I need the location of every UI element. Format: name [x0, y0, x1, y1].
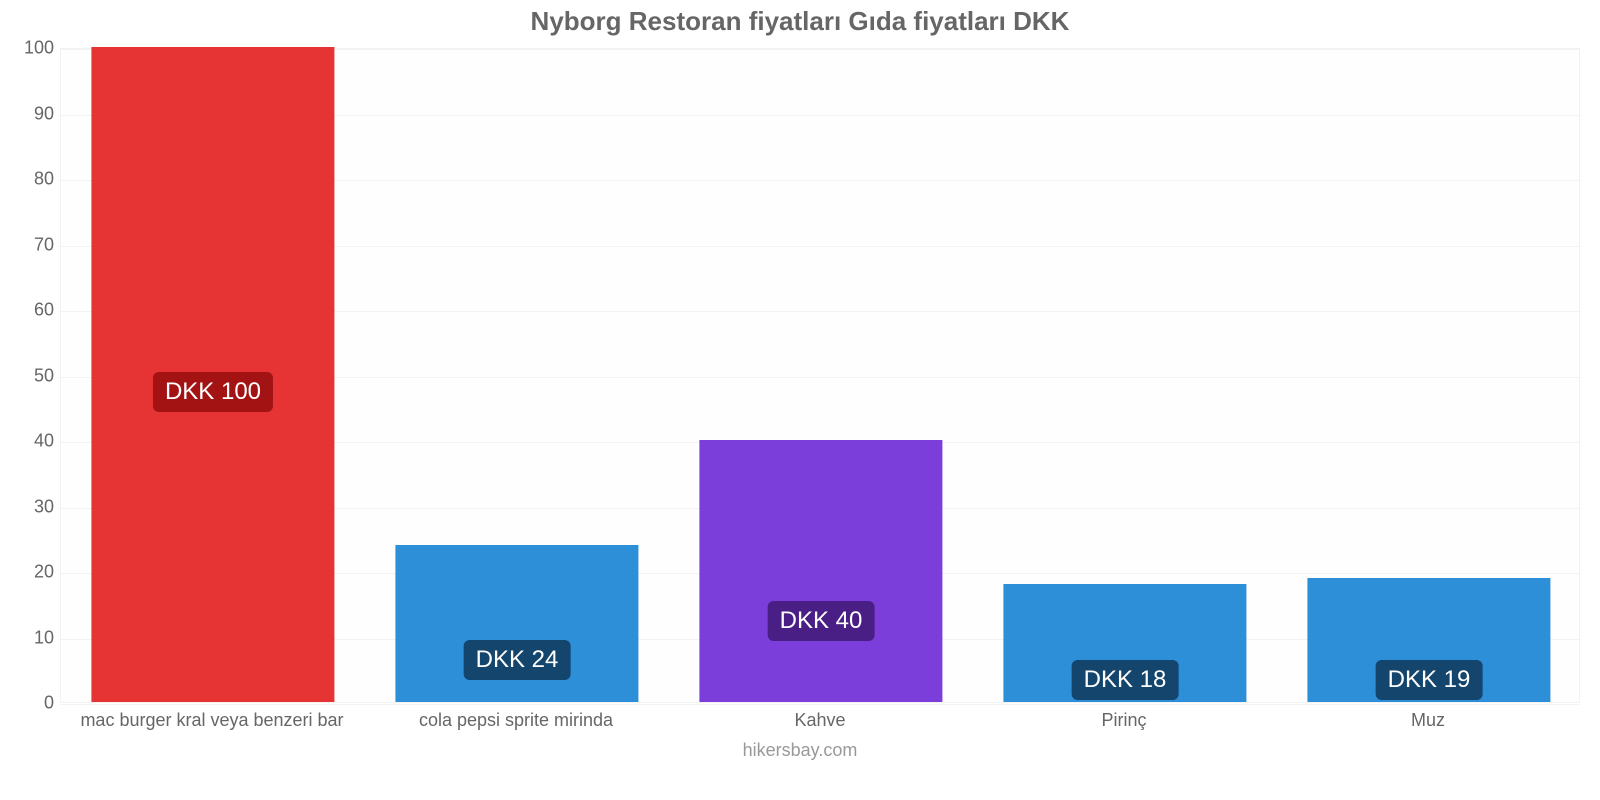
x-tick-label: cola pepsi sprite mirinda — [419, 710, 613, 731]
grid-line — [61, 704, 1579, 705]
y-tick-label: 30 — [4, 496, 54, 517]
chart-title: Nyborg Restoran fiyatları Gıda fiyatları… — [0, 6, 1600, 37]
y-tick-label: 90 — [4, 103, 54, 124]
source-label: hikersbay.com — [0, 740, 1600, 761]
y-tick-label: 70 — [4, 234, 54, 255]
y-tick-label: 50 — [4, 365, 54, 386]
bar-data-label: DKK 100 — [153, 372, 273, 412]
y-tick-label: 80 — [4, 169, 54, 190]
x-tick-label: Kahve — [794, 710, 845, 731]
plot-area: DKK 100 DKK 24 DKK 40 DKK 18 DKK 19 — [60, 48, 1580, 703]
x-tick-label: mac burger kral veya benzeri bar — [80, 710, 343, 731]
y-tick-label: 10 — [4, 627, 54, 648]
y-tick-label: 60 — [4, 300, 54, 321]
price-bar-chart: Nyborg Restoran fiyatları Gıda fiyatları… — [0, 0, 1600, 800]
bar-data-label: DKK 24 — [464, 640, 571, 680]
bar-data-label: DKK 19 — [1376, 660, 1483, 700]
y-tick-label: 40 — [4, 431, 54, 452]
bar-data-label: DKK 18 — [1072, 660, 1179, 700]
bar-data-label: DKK 40 — [768, 601, 875, 641]
bar — [699, 440, 942, 702]
bar-slot: DKK 24 — [365, 49, 669, 702]
bar-slot: DKK 19 — [1277, 49, 1581, 702]
y-tick-label: 0 — [4, 693, 54, 714]
x-tick-label: Pirinç — [1101, 710, 1146, 731]
bars-container: DKK 100 DKK 24 DKK 40 DKK 18 DKK 19 — [61, 49, 1579, 702]
x-tick-label: Muz — [1411, 710, 1445, 731]
bar-slot: DKK 40 — [669, 49, 973, 702]
y-tick-label: 100 — [4, 38, 54, 59]
y-tick-label: 20 — [4, 562, 54, 583]
bar-slot: DKK 18 — [973, 49, 1277, 702]
bar-slot: DKK 100 — [61, 49, 365, 702]
